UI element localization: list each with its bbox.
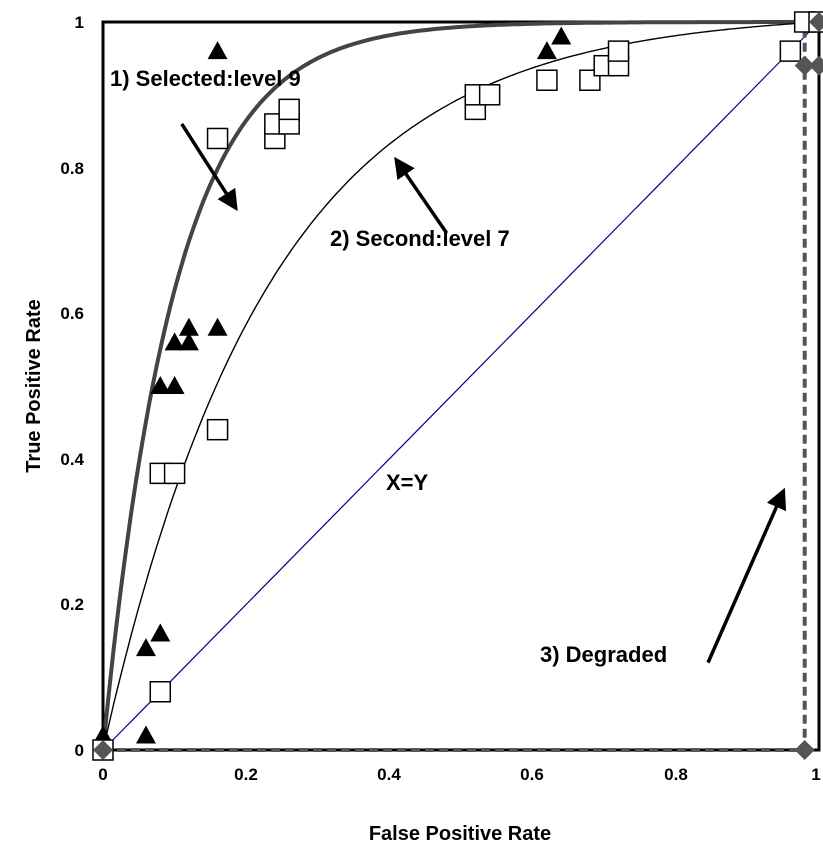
annotation-degraded: 3) Degraded — [540, 642, 667, 667]
markers-layer — [92, 11, 823, 761]
square-marker — [163, 462, 186, 485]
square-marker — [206, 418, 229, 441]
curve-x-equals-y — [102, 21, 820, 751]
diamond-marker — [809, 55, 823, 76]
triangle-marker — [135, 638, 156, 657]
x-tick-label: 0.6 — [520, 765, 544, 784]
triangle-marker — [164, 376, 185, 394]
triangle-marker — [93, 725, 113, 744]
triangle-marker — [207, 317, 228, 336]
triangle-marker — [178, 317, 199, 336]
y-tick-label: 0 — [75, 741, 84, 760]
triangle-marker — [178, 332, 199, 351]
triangle-marker — [135, 725, 156, 744]
x-axis-ticks: 0 0.2 0.4 0.6 0.8 1 — [98, 765, 820, 784]
triangle-marker — [551, 26, 572, 45]
curve-selected-level9 — [101, 20, 819, 751]
square-marker — [149, 681, 172, 703]
annotation-arrows — [180, 122, 787, 664]
annotation-arrow-3 — [706, 487, 787, 664]
triangle-marker — [164, 332, 185, 351]
x-axis-title: False Positive Rate — [369, 823, 551, 845]
y-tick-label: 1 — [75, 13, 84, 32]
y-axis-ticks: 0 0.2 0.4 0.6 0.8 1 — [60, 13, 84, 760]
diamond-marker — [794, 55, 815, 76]
x-tick-label: 0 — [98, 765, 107, 784]
triangle-marker — [150, 376, 171, 394]
square-marker — [779, 40, 802, 62]
annotation-arrow-0 — [180, 122, 238, 212]
annotation-x-equals-y: X=Y — [386, 470, 429, 495]
annotation-selected-level9: 1) Selected:level 9 — [110, 66, 301, 91]
y-tick-label: 0.6 — [60, 304, 84, 323]
y-tick-label: 0.2 — [60, 595, 84, 614]
x-tick-label: 0.4 — [377, 765, 401, 784]
square-marker — [478, 84, 501, 106]
diamond-marker — [809, 12, 823, 32]
annotation-second-level7: 2) Second:level 7 — [330, 226, 510, 251]
triangle-marker — [536, 41, 557, 60]
x-tick-label: 0.8 — [664, 765, 688, 784]
x-tick-label: 0.2 — [234, 765, 258, 784]
square-marker — [536, 69, 558, 91]
curve-second-level7 — [102, 21, 820, 751]
square-marker — [278, 98, 300, 121]
square-marker — [206, 127, 229, 150]
diamond-marker — [794, 740, 815, 760]
y-tick-label: 0.4 — [60, 450, 84, 469]
annotation-arrow-1 — [394, 156, 449, 235]
x-tick-label: 1 — [811, 765, 820, 784]
triangle-marker — [150, 623, 171, 642]
square-marker — [607, 40, 630, 62]
triangle-marker — [207, 41, 228, 60]
diamond-marker — [93, 740, 113, 760]
y-axis-title: True Positive Rate — [23, 299, 45, 472]
y-tick-label: 0.8 — [60, 159, 84, 178]
